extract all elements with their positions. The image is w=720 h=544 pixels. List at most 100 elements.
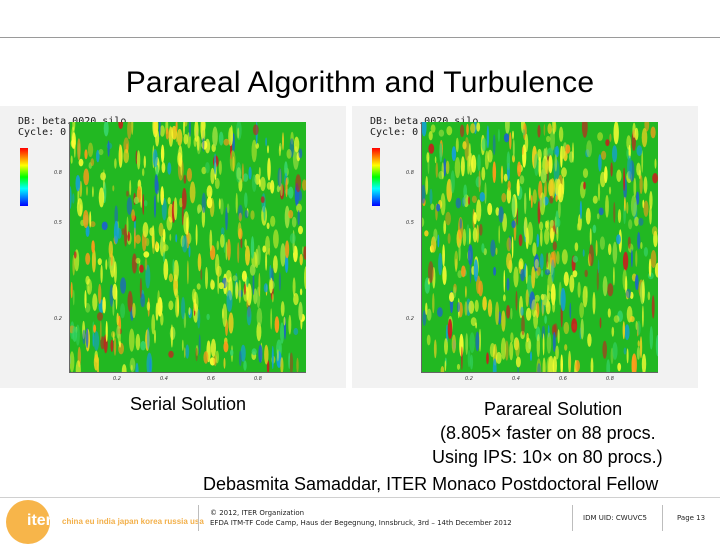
turbulence-streaks (70, 122, 306, 372)
turbulence-streak (473, 212, 477, 225)
turbulence-streak (298, 301, 303, 321)
turbulence-streak (500, 165, 504, 184)
turbulence-streak (506, 187, 512, 204)
turbulence-streak (497, 128, 500, 142)
turbulence-streak (517, 161, 522, 177)
turbulence-streak (198, 334, 201, 356)
x-tick: 0.6 (559, 376, 567, 382)
turbulence-streak (555, 145, 559, 158)
turbulence-streak (91, 248, 96, 273)
turbulence-streak (443, 158, 447, 177)
turbulence-streak (135, 362, 139, 372)
turbulence-streak (604, 166, 608, 184)
turbulence-streak (507, 180, 511, 191)
turbulence-streak (453, 286, 457, 298)
turbulence-streak (84, 149, 88, 160)
turbulence-streak (536, 233, 540, 248)
turbulence-streak (267, 145, 269, 154)
turbulence-streak (598, 154, 602, 172)
turbulence-streak (428, 131, 433, 141)
turbulence-streak (654, 158, 657, 169)
turbulence-streak (251, 348, 257, 356)
turbulence-streak (524, 192, 527, 215)
turbulence-streak (616, 169, 622, 182)
turbulence-streak (479, 328, 481, 352)
turbulence-streak (597, 183, 601, 201)
turbulence-streak (561, 249, 568, 265)
turbulence-streak (647, 291, 651, 301)
turbulence-streak (284, 205, 290, 229)
turbulence-streak (623, 167, 625, 191)
turbulence-streak (118, 143, 122, 165)
turbulence-streak (492, 358, 497, 372)
turbulence-streak (298, 148, 303, 159)
turbulence-streak (223, 341, 229, 353)
turbulence-streak (456, 363, 461, 370)
turbulence-streak (465, 333, 469, 355)
turbulence-streak (256, 322, 262, 342)
turbulence-streak (143, 155, 146, 169)
turbulence-streak (467, 196, 471, 205)
turbulence-streak (113, 220, 119, 244)
panel-cycle-label: Cycle: 0 (18, 127, 67, 138)
turbulence-streak (284, 161, 288, 176)
turbulence-streak (607, 308, 611, 318)
turbulence-streak (451, 334, 457, 354)
turbulence-streak (430, 124, 436, 133)
turbulence-streak (188, 307, 191, 316)
turbulence-streak (280, 243, 286, 267)
turbulence-streak (533, 309, 539, 329)
turbulence-streak (642, 305, 644, 328)
turbulence-streak (441, 162, 445, 180)
turbulence-streak (617, 209, 622, 224)
x-tick: 0.2 (465, 376, 473, 382)
member-countries: china eu india japan korea russia usa (62, 517, 204, 526)
turbulence-streak (127, 290, 133, 312)
turbulence-streak (617, 362, 622, 372)
turbulence-streak (630, 195, 637, 217)
turbulence-streak (124, 224, 128, 247)
turbulence-streak (505, 122, 510, 134)
turbulence-streak (631, 353, 637, 372)
turbulence-streak (484, 150, 489, 170)
turbulence-streak (127, 122, 132, 140)
turbulence-streak (185, 344, 190, 359)
turbulence-streak (245, 276, 249, 288)
turbulence-streak (538, 156, 542, 177)
turbulence-streak (151, 314, 156, 335)
turbulence-streak (215, 350, 219, 364)
turbulence-streak (515, 290, 518, 311)
turbulence-streak (162, 252, 166, 263)
turbulence-streak (238, 279, 242, 304)
turbulence-streak (549, 195, 554, 204)
turbulence-streak (527, 221, 533, 246)
turbulence-streak (642, 279, 645, 303)
turbulence-streak (516, 207, 519, 226)
turbulence-streak (250, 210, 255, 220)
turbulence-streak (130, 364, 133, 371)
turbulence-streak (652, 173, 658, 184)
turbulence-streak (510, 332, 514, 343)
turbulence-streak (539, 253, 544, 270)
turbulence-streak (112, 185, 115, 192)
turbulence-streak (232, 156, 235, 172)
turbulence-streak (592, 291, 596, 315)
turbulence-streak (243, 283, 246, 295)
turbulence-streak (476, 275, 481, 294)
turbulence-streak (113, 337, 117, 356)
turbulence-streak (70, 186, 72, 209)
turbulence-streak (602, 340, 607, 359)
turbulence-streak (599, 236, 605, 250)
turbulence-streak (181, 187, 187, 210)
turbulence-streak (174, 288, 179, 299)
turbulence-streak (597, 259, 600, 274)
turbulence-streak (230, 349, 234, 356)
turbulence-streak (201, 166, 207, 175)
turbulence-streak (547, 147, 554, 158)
turbulence-streak (216, 240, 219, 251)
turbulence-streak (627, 155, 632, 180)
turbulence-streak (506, 151, 511, 171)
turbulence-streak (273, 229, 279, 249)
turbulence-streak (149, 227, 155, 236)
turbulence-streak (550, 227, 554, 243)
